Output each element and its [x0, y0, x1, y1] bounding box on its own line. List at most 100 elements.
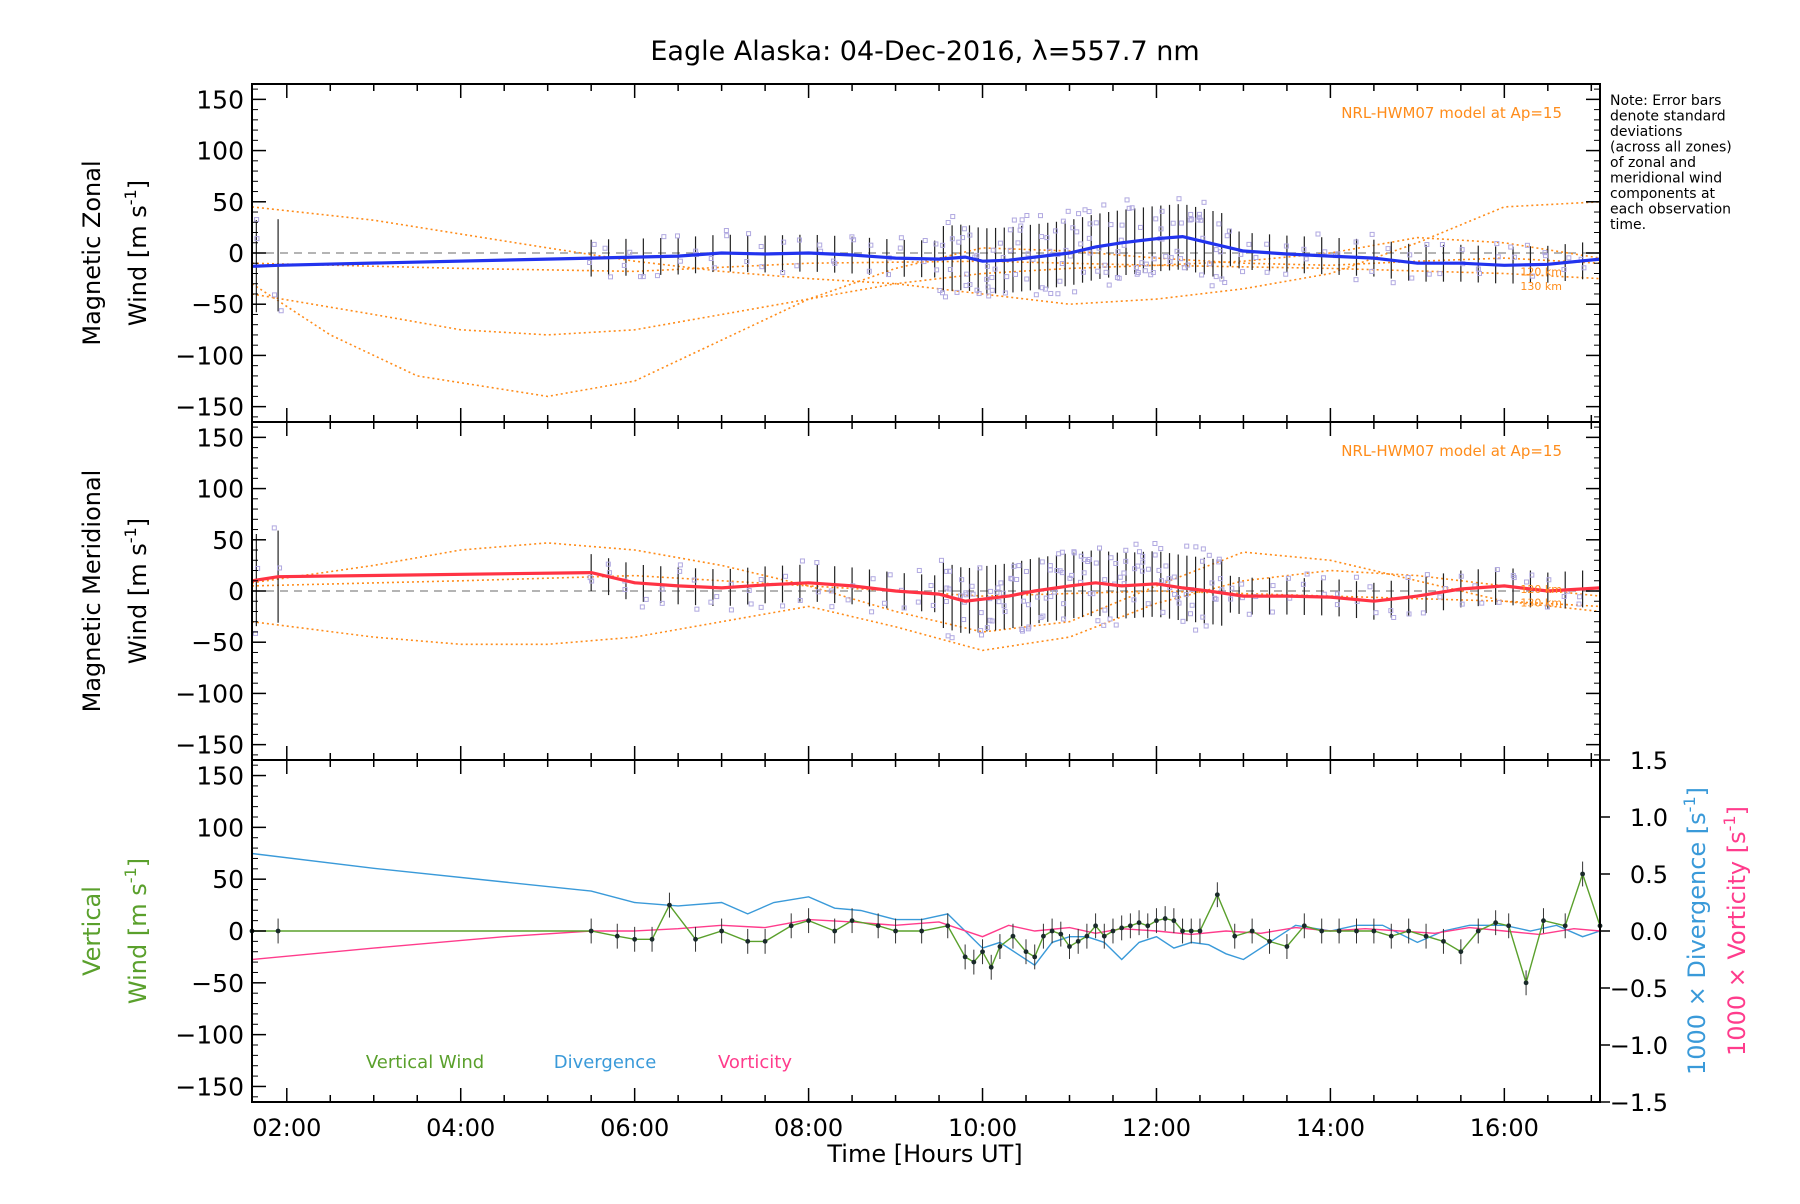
scatter-point	[1136, 549, 1142, 555]
scatter-point	[1054, 568, 1060, 574]
scatter-point	[638, 274, 644, 280]
vertical-point	[1214, 892, 1220, 898]
scatter-point	[1209, 580, 1215, 586]
scatter-point	[1508, 244, 1514, 250]
y-axis-label-sup: -1	[121, 527, 140, 543]
scatter-point	[1353, 574, 1359, 580]
vertical-point	[588, 928, 594, 934]
vertical-point	[1171, 918, 1177, 924]
scatter-point	[1269, 609, 1275, 615]
vertical-point	[1127, 923, 1133, 929]
scatter-point	[887, 572, 893, 578]
scatter-point	[1322, 249, 1328, 255]
y-tick-label: 150	[196, 762, 244, 791]
scatter-point	[602, 245, 608, 251]
y-axis-label-line2: Wind [m s-1]	[121, 180, 152, 326]
divergence-line	[251, 852, 1601, 967]
scatter-point	[1524, 242, 1530, 248]
x-tick-label: 14:00	[1296, 1114, 1365, 1142]
model-curve-2	[251, 236, 1601, 336]
vertical-point	[1441, 938, 1446, 944]
model-height-label: 120 km	[1520, 583, 1562, 596]
y-tick-label: 50	[212, 526, 244, 555]
scatter-point	[1200, 614, 1206, 620]
scatter-point	[1132, 566, 1138, 572]
scatter-point	[1151, 256, 1157, 262]
y-tick-label: −100	[175, 341, 244, 370]
scatter-point	[938, 557, 944, 563]
scatter-point	[783, 573, 789, 579]
scatter-point	[1016, 563, 1022, 569]
scatter-point	[1102, 577, 1108, 583]
y-tick-label: −150	[175, 393, 244, 422]
vertical-point	[806, 918, 811, 924]
scatter-point	[1200, 558, 1206, 564]
scatter-point	[970, 591, 976, 597]
vertical-point	[875, 923, 881, 929]
scatter-point	[1437, 594, 1443, 600]
vertical-point	[1458, 949, 1464, 955]
vertical-point	[1023, 949, 1029, 955]
scatter-point	[1219, 276, 1225, 282]
scatter-point	[758, 576, 764, 582]
scatter-point	[1176, 600, 1182, 606]
scatter-point	[956, 239, 962, 245]
scatter-point	[1145, 566, 1151, 572]
scatter-point	[254, 217, 260, 223]
vertical-error-bars	[251, 861, 1601, 996]
vertical-point	[832, 928, 838, 934]
scatter-point	[1061, 616, 1067, 622]
scatter-point	[640, 274, 646, 280]
vertical-point	[1388, 933, 1394, 939]
scatter-point	[271, 525, 277, 531]
y-tick-label: 100	[196, 813, 244, 842]
scatter-point	[1283, 271, 1289, 277]
scatter-point	[1304, 571, 1310, 577]
scatter-point	[781, 239, 787, 245]
scatter-point	[1283, 243, 1289, 249]
scatter-point	[1052, 228, 1058, 234]
scatter-point	[1200, 546, 1206, 552]
vertical-point	[1067, 944, 1072, 949]
scatter-point	[677, 258, 683, 264]
right-axis-label-divergence-text: 1000 × Divergence [s	[1683, 812, 1711, 1075]
scatter-point	[1209, 283, 1215, 289]
scatter-point	[995, 585, 1001, 591]
scatter-point	[1193, 627, 1199, 633]
scatter-point	[1581, 265, 1587, 271]
vertical-point	[945, 923, 951, 929]
scatter-point	[758, 243, 764, 249]
scatter-point	[1239, 581, 1245, 587]
scatter-point	[1196, 214, 1202, 220]
scatter-point	[643, 596, 649, 602]
y-axis-label-text: Wind [m s	[124, 883, 152, 1004]
right-axis-label-vorticity-text: 1000 × Vorticity [s	[1723, 831, 1751, 1056]
scatter-point	[1081, 570, 1087, 576]
scatter-point	[1037, 213, 1043, 219]
scatter-point	[885, 272, 891, 278]
scatter-point	[1561, 593, 1567, 599]
y-axis-label-line2: Wind [m s-1]	[121, 518, 152, 664]
scatter-point	[1201, 199, 1207, 205]
scatter-point	[1140, 559, 1146, 565]
scatter-point	[1424, 572, 1430, 578]
scatter-point	[1544, 604, 1550, 610]
scatter-point	[1095, 268, 1101, 274]
scatter-point	[1026, 624, 1032, 630]
scatter-point	[1226, 228, 1232, 234]
note-line: denote standard	[1610, 109, 1726, 125]
scatter-point	[1002, 609, 1008, 615]
vertical-point	[1475, 928, 1481, 934]
scatter-point	[1126, 205, 1132, 211]
scatter-point	[708, 599, 714, 605]
vertical-point	[1075, 938, 1081, 944]
y-tick-label: −150	[175, 1072, 244, 1101]
scatter-point	[1108, 555, 1114, 561]
y-axis-label-close: ]	[124, 858, 152, 867]
scatter-point	[1494, 567, 1500, 573]
scatter-point	[758, 604, 764, 610]
scatter-point	[1033, 292, 1039, 298]
scatter-point	[1222, 280, 1228, 286]
vertical-point	[1119, 925, 1125, 931]
